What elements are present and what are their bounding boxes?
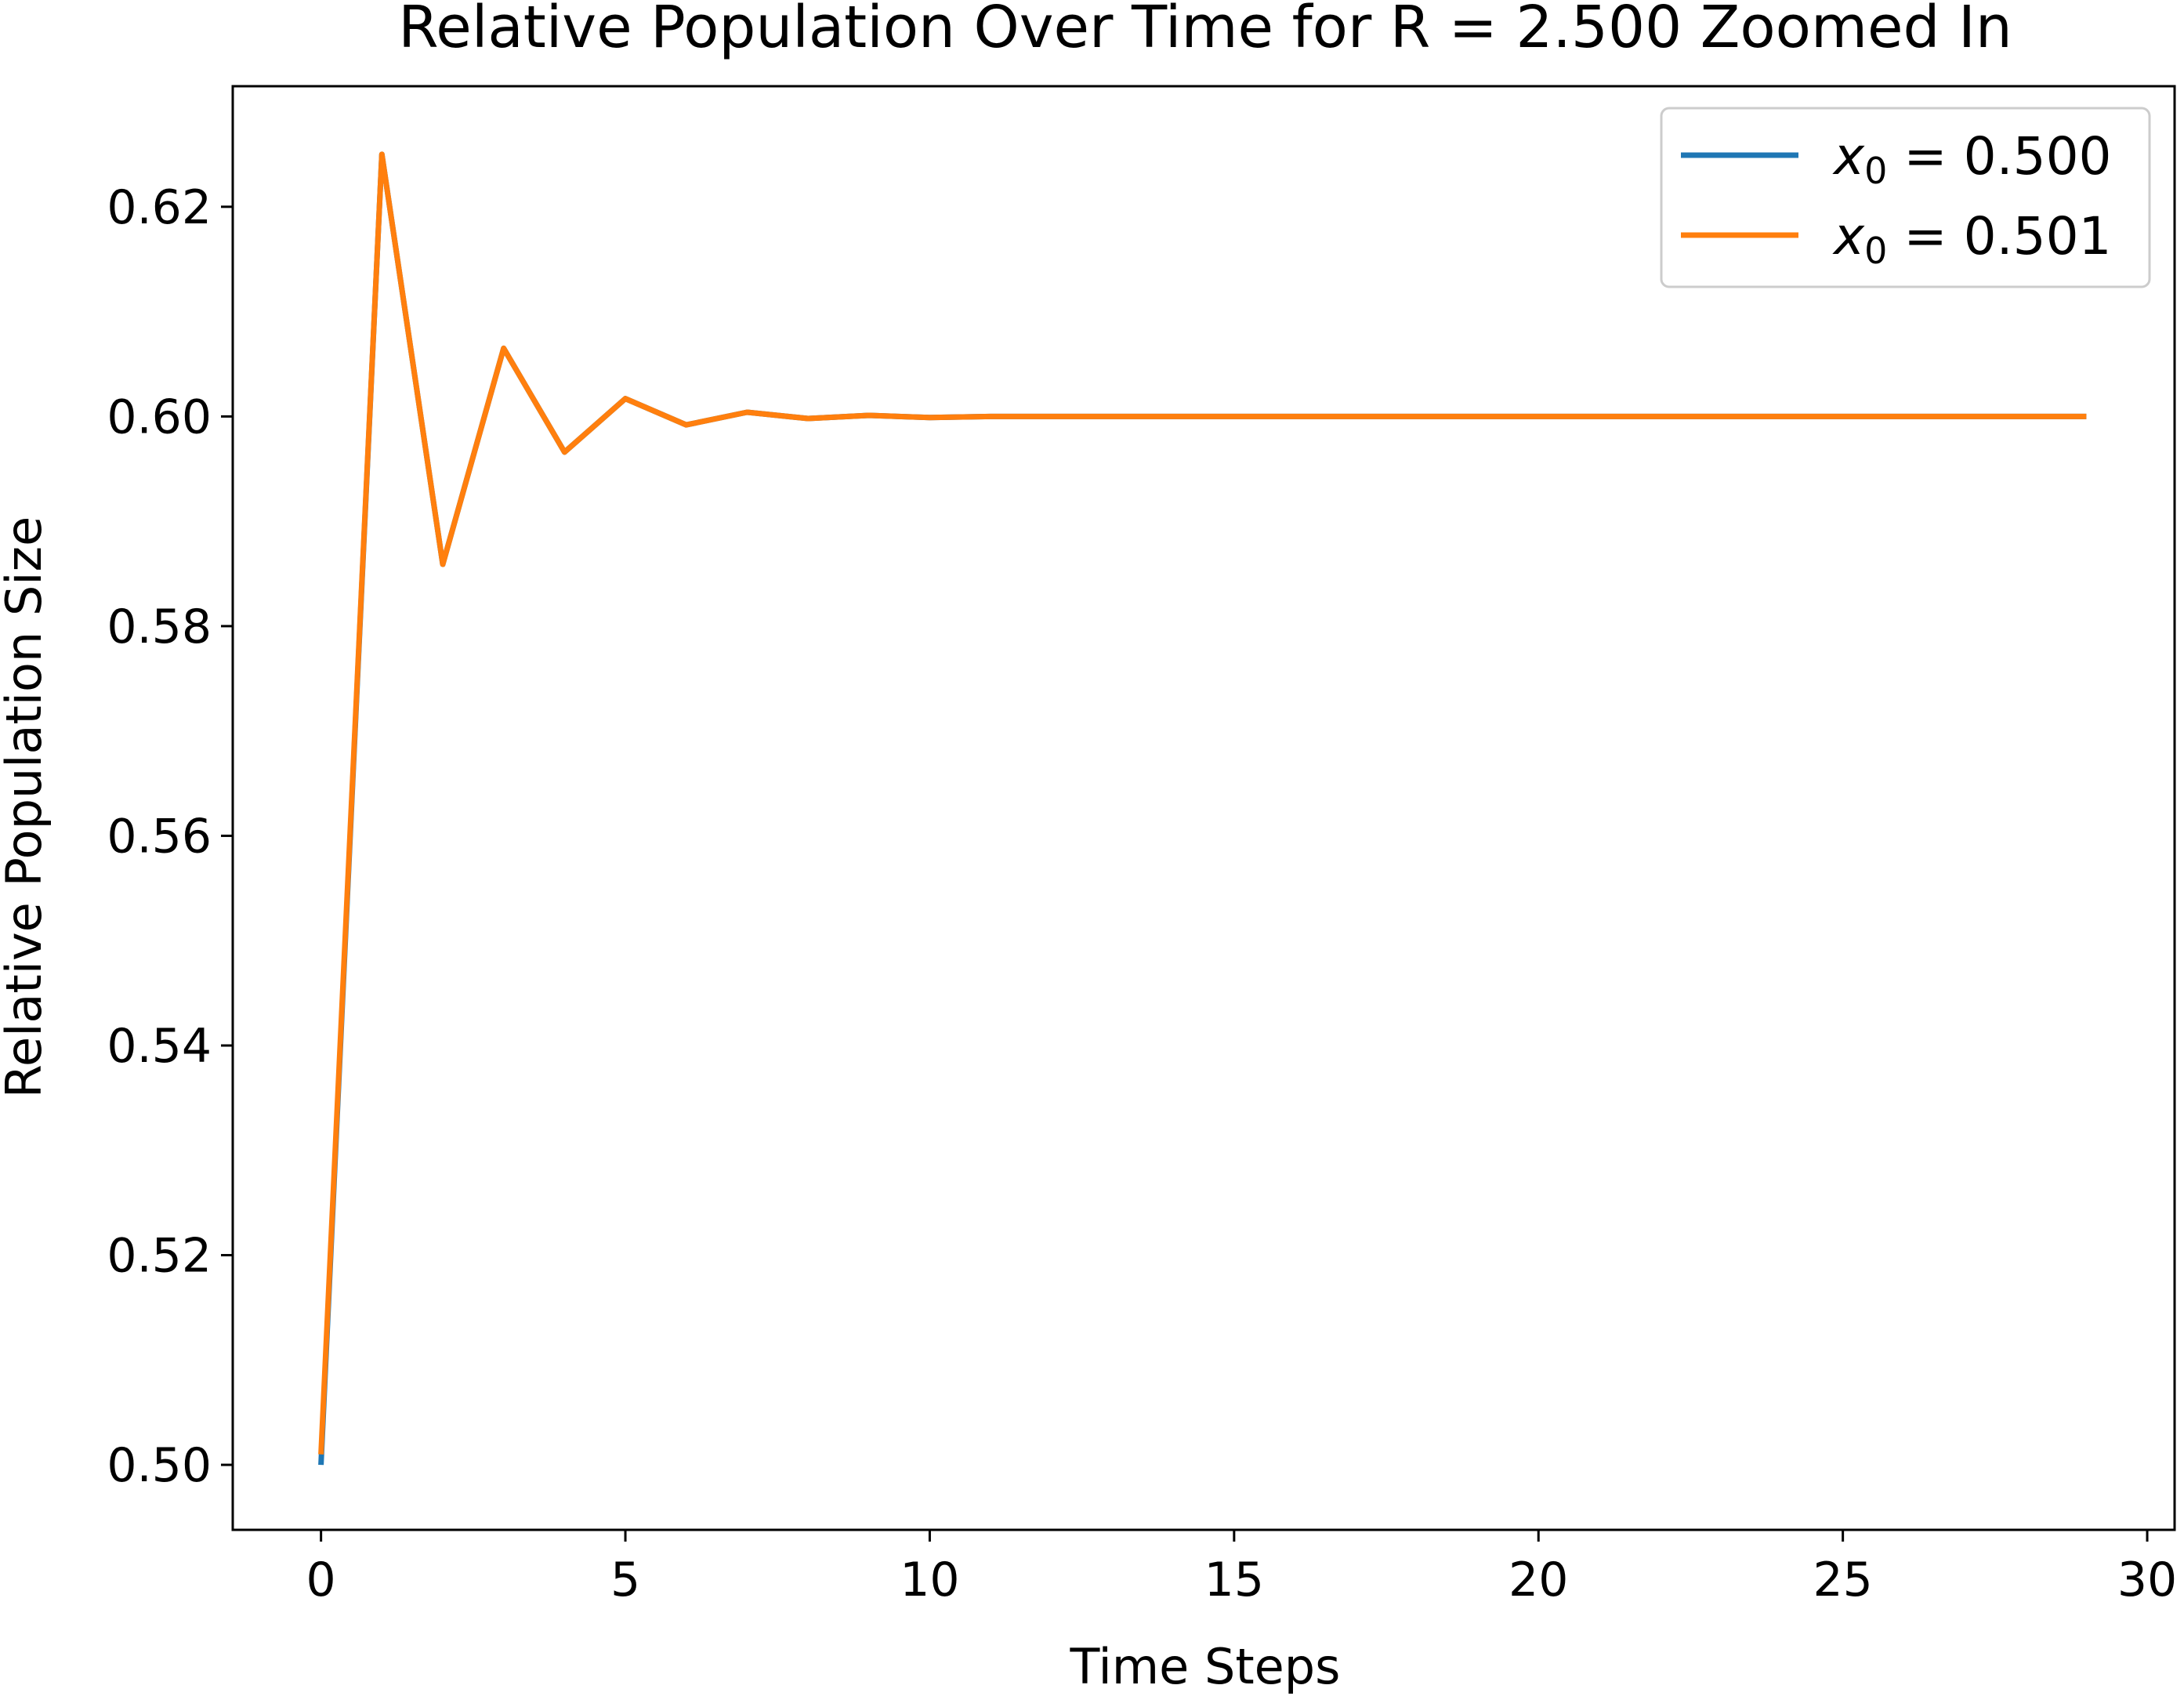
- x-tick-label: 0: [306, 1553, 336, 1607]
- x-tick-label: 20: [1509, 1553, 1568, 1607]
- y-axis-label: Relative Population Size: [0, 516, 53, 1098]
- y-tick-label: 0.60: [107, 390, 212, 444]
- series-line-2: [318, 151, 2087, 1455]
- x-axis: 0 5 10 15 20 25 30: [306, 1530, 2177, 1607]
- x-tick-label: 15: [1204, 1553, 1264, 1607]
- x-tick-label: 25: [1813, 1553, 1872, 1607]
- plot-frame: [231, 85, 2176, 1531]
- y-tick-label: 0.50: [107, 1438, 212, 1493]
- x-axis-label: Time Steps: [1070, 1638, 1341, 1695]
- plot-lines: [318, 151, 2087, 1466]
- x-tick-label: 10: [900, 1553, 959, 1607]
- legend-label-2: x0 = 0.501: [1832, 206, 2112, 272]
- y-tick-label: 0.56: [107, 809, 212, 864]
- chart-title: Relative Population Over Time for R = 2.…: [398, 0, 2012, 61]
- y-axis: 0.50 0.52 0.54 0.56 0.58 0.60 0.62: [107, 180, 233, 1493]
- y-tick-label: 0.62: [107, 180, 212, 235]
- y-tick-label: 0.54: [107, 1019, 212, 1074]
- legend-label-1: x0 = 0.500: [1832, 126, 2112, 192]
- x-tick-label: 5: [610, 1553, 640, 1607]
- legend: x0 = 0.500 x0 = 0.501: [1660, 107, 2151, 288]
- y-tick-label: 0.52: [107, 1229, 212, 1284]
- x-tick-label: 30: [2117, 1553, 2177, 1607]
- y-tick-label: 0.58: [107, 600, 212, 654]
